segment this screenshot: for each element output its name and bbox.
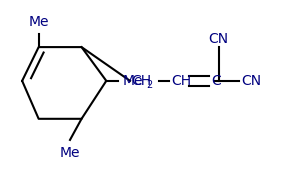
Text: CH: CH — [131, 74, 151, 88]
Text: CN: CN — [242, 74, 262, 88]
Text: Me: Me — [28, 15, 49, 29]
Text: CH: CH — [172, 74, 192, 88]
Text: CN: CN — [208, 32, 228, 46]
Text: 2: 2 — [146, 80, 152, 91]
Text: Me: Me — [123, 74, 143, 88]
Text: Me: Me — [60, 145, 80, 160]
Text: C: C — [211, 74, 221, 88]
